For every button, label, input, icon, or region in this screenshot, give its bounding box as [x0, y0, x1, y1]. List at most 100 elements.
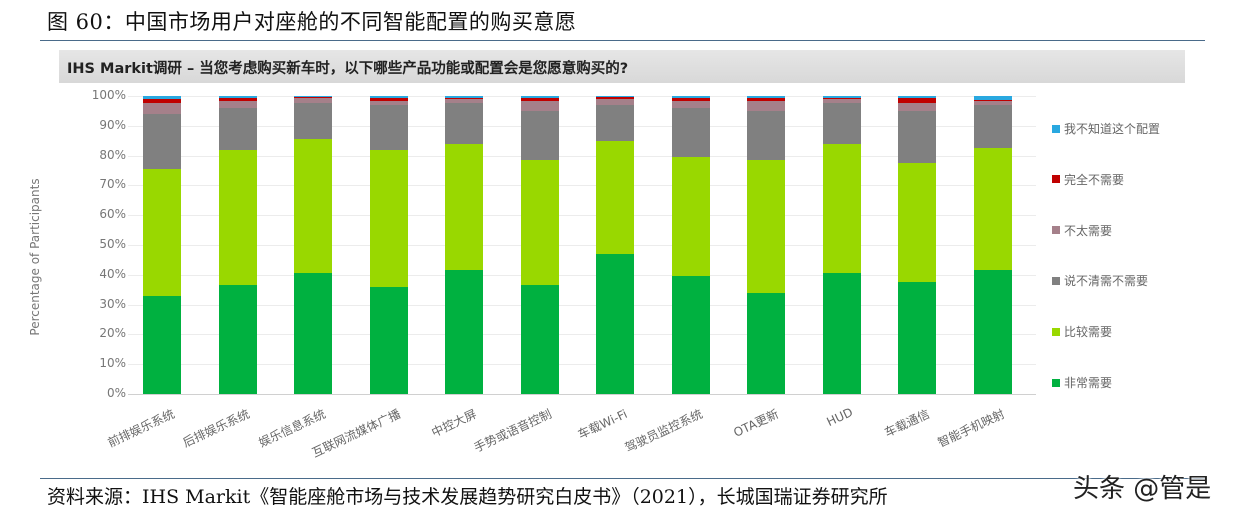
bar-10 — [898, 96, 936, 394]
bottom-rule — [40, 478, 1205, 479]
bar-segment — [218, 97, 257, 101]
bar-segment — [822, 103, 861, 144]
bar-segment — [445, 97, 483, 100]
legend-item: 完全不需要 — [1052, 171, 1124, 188]
bar-segment — [747, 96, 785, 99]
x-tick-label: 中控大屏 — [429, 406, 479, 440]
bar-segment — [294, 103, 332, 140]
bar-segment — [747, 100, 785, 111]
top-rule — [40, 40, 1205, 41]
bar-7 — [671, 96, 710, 394]
bar-segment — [671, 100, 710, 108]
bar-6 — [596, 96, 634, 394]
bar-4 — [445, 96, 483, 394]
bar-segment — [898, 110, 936, 164]
bar-1 — [218, 96, 257, 394]
bar-segment — [520, 110, 559, 161]
bar-segment — [747, 98, 785, 101]
bar-segment — [596, 104, 634, 141]
legend-item: 不太需要 — [1052, 222, 1112, 239]
y-tick-label: 80% — [99, 147, 126, 162]
bar-segment — [218, 96, 257, 98]
bar-segment — [520, 160, 559, 286]
y-tick-label: 60% — [99, 207, 126, 222]
bar-11 — [973, 96, 1012, 394]
bar-3 — [369, 96, 408, 394]
bar-segment — [143, 113, 181, 170]
bar-segment — [445, 96, 483, 98]
bar-segment — [822, 96, 861, 98]
legend-item: 我不知道这个配置 — [1052, 120, 1160, 137]
bar-segment — [520, 97, 559, 101]
bar-segment — [369, 286, 408, 394]
bar-segment — [973, 100, 1012, 105]
bar-0 — [143, 96, 181, 394]
legend-swatch-icon — [1052, 327, 1060, 336]
bar-segment — [143, 103, 181, 114]
bar-9 — [822, 96, 861, 394]
gridline — [128, 215, 1036, 217]
bar-segment — [218, 107, 257, 150]
y-tick-label: 0% — [106, 386, 126, 400]
legend-item: 非常需要 — [1052, 374, 1112, 391]
bar-segment — [294, 96, 332, 98]
bar-segment — [671, 157, 710, 277]
bar-segment — [671, 276, 710, 394]
bar-segment — [445, 143, 483, 271]
y-tick-label: 30% — [99, 296, 126, 311]
x-tick-label: 手势或语音控制 — [472, 406, 555, 456]
legend-swatch-icon — [1052, 378, 1060, 387]
source-note: 资料来源：IHS Markit《智能座舱市场与技术发展趋势研究白皮书》（2021… — [47, 486, 888, 508]
bar-segment — [520, 285, 559, 394]
y-tick-label: 50% — [99, 237, 126, 251]
legend-swatch-icon — [1052, 226, 1060, 235]
bar-segment — [822, 97, 861, 99]
gridline — [128, 304, 1036, 306]
bar-segment — [143, 96, 181, 100]
chart-header: IHS Markit调研 – 当您考虑购买新车时，以下哪些产品功能或配置会是您愿… — [59, 50, 1185, 83]
y-axis-label: Percentage of Participants — [28, 178, 42, 336]
legend-label: 完全不需要 — [1064, 172, 1125, 187]
bar-segment — [294, 139, 332, 274]
gridline — [128, 364, 1036, 366]
gridline — [128, 274, 1036, 276]
bar-segment — [822, 273, 861, 394]
bar-segment — [973, 270, 1012, 394]
legend-label: 说不清需不需要 — [1064, 274, 1149, 289]
y-tick-label: 20% — [99, 326, 126, 341]
bar-segment — [898, 163, 936, 283]
legend-label: 非常需要 — [1064, 376, 1113, 390]
legend-swatch-icon — [1052, 276, 1060, 285]
bar-segment — [596, 96, 634, 97]
legend-label: 比较需要 — [1064, 325, 1113, 340]
x-tick-label: 智能手机映射 — [936, 406, 1008, 450]
x-tick-label: OTA更新 — [731, 406, 781, 440]
bar-segment — [520, 100, 559, 111]
gridline — [128, 155, 1036, 157]
gridline — [128, 245, 1036, 246]
bar-segment — [369, 104, 408, 150]
bar-segment — [369, 149, 408, 287]
bar-8 — [747, 96, 785, 394]
bar-segment — [898, 97, 936, 104]
x-tick-label: 车载通信 — [882, 406, 932, 440]
gridline — [128, 185, 1036, 187]
bar-segment — [973, 99, 1012, 101]
x-tick-label: HUD — [824, 405, 856, 430]
x-axis-line — [128, 394, 1036, 395]
bar-segment — [445, 270, 483, 394]
chart-header-text: IHS Markit调研 – 当您考虑购买新车时，以下哪些产品功能或配置会是您愿… — [67, 61, 629, 77]
legend-label: 我不知道这个配置 — [1064, 122, 1161, 136]
bar-segment — [369, 97, 408, 101]
bar-segment — [596, 140, 634, 254]
plot-area — [128, 96, 1036, 395]
legend-swatch-icon — [1052, 175, 1060, 184]
bar-segment — [973, 104, 1012, 149]
bar-segment — [973, 148, 1012, 271]
gridline — [128, 125, 1036, 127]
bar-segment — [671, 97, 710, 101]
y-tick-label: 70% — [99, 177, 126, 192]
bar-segment — [218, 149, 257, 286]
bar-segment — [973, 96, 1012, 100]
figure-title: 图 60：中国市场用户对座舱的不同智能配置的购买意愿 — [47, 10, 577, 34]
